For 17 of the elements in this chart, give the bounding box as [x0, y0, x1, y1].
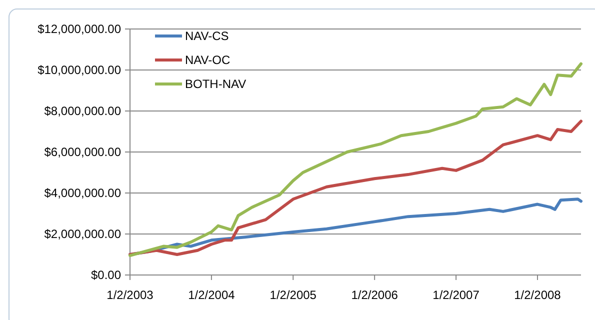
- y-tick-label: $2,000,000.00: [44, 227, 122, 242]
- y-tick-label: $10,000,000.00: [38, 63, 122, 78]
- x-tick-label: 1/2/2003: [106, 288, 154, 302]
- x-tick-label: 1/2/2007: [432, 288, 480, 302]
- x-tick-label: 1/2/2008: [514, 288, 562, 302]
- legend-label: BOTH-NAV: [185, 77, 246, 92]
- y-tick-label: $12,000,000.00: [38, 22, 122, 36]
- x-tick-label: 1/2/2006: [351, 288, 398, 302]
- x-tick-label: 1/2/2005: [270, 288, 317, 302]
- y-tick-label: $8,000,000.00: [44, 104, 122, 118]
- y-tick-label: $6,000,000.00: [44, 145, 122, 160]
- legend-label: NAV-OC: [185, 53, 230, 68]
- y-tick-label: $4,000,000.00: [44, 186, 122, 200]
- y-tick-label: $0.00: [90, 268, 122, 282]
- x-tick-label: 1/2/2004: [188, 288, 236, 302]
- legend-label: NAV-CS: [185, 29, 229, 44]
- line-series: [128, 120, 582, 256]
